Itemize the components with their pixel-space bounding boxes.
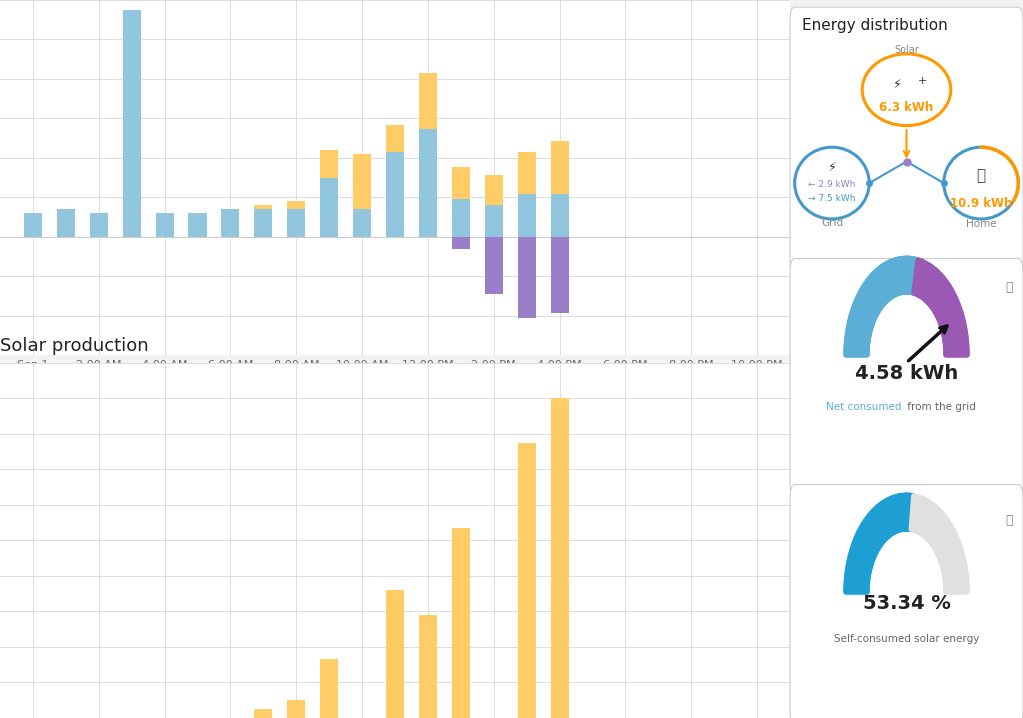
Bar (320, 178, 339, 237)
Text: ⓘ: ⓘ (1006, 514, 1013, 527)
Text: Solar: Solar (894, 45, 919, 55)
Bar (485, 205, 502, 237)
Ellipse shape (944, 147, 1018, 219)
Bar (518, 195, 536, 237)
Bar (320, 659, 339, 718)
Bar (255, 709, 272, 718)
Text: Self-consumed solar energy: Self-consumed solar energy (834, 634, 979, 644)
Bar (57, 210, 75, 237)
Bar (452, 167, 470, 199)
Bar (287, 202, 305, 210)
Bar (452, 237, 470, 249)
Bar (353, 154, 371, 210)
Bar (386, 152, 404, 237)
Bar (452, 199, 470, 237)
Bar (90, 213, 107, 237)
Text: Grid: Grid (820, 218, 843, 228)
Bar (518, 237, 536, 317)
Bar (518, 442, 536, 718)
FancyBboxPatch shape (790, 485, 1023, 718)
Bar (255, 210, 272, 237)
Text: ← 2.9 kWh: ← 2.9 kWh (808, 180, 855, 189)
Bar (123, 10, 141, 237)
Bar (550, 195, 569, 237)
Bar (386, 590, 404, 718)
Text: ⚡: ⚡ (893, 78, 901, 90)
Bar (418, 129, 437, 237)
Bar (155, 213, 174, 237)
Bar (353, 210, 371, 237)
Bar (550, 398, 569, 718)
Text: 53.34 %: 53.34 % (862, 594, 950, 612)
Bar (485, 237, 502, 294)
Text: Home: Home (966, 219, 996, 229)
Bar (550, 237, 569, 313)
Ellipse shape (795, 147, 870, 219)
Text: from the grid: from the grid (904, 402, 976, 412)
Bar (287, 210, 305, 237)
Text: ⓘ: ⓘ (1006, 281, 1013, 294)
Bar (221, 210, 239, 237)
Bar (320, 150, 339, 178)
Bar (550, 141, 569, 195)
Text: ⚡: ⚡ (828, 161, 837, 174)
Text: Net consumed: Net consumed (827, 402, 902, 412)
Bar (287, 700, 305, 718)
Ellipse shape (862, 54, 950, 126)
Text: 4.58 kWh: 4.58 kWh (855, 364, 959, 383)
Bar (188, 213, 207, 237)
Text: Energy distribution: Energy distribution (802, 18, 947, 33)
Bar (386, 125, 404, 152)
Bar (24, 213, 42, 237)
FancyBboxPatch shape (790, 258, 1023, 499)
Text: 6.3 kWh: 6.3 kWh (880, 101, 934, 114)
Bar (485, 175, 502, 205)
Text: → 7.5 kWh: → 7.5 kWh (808, 195, 855, 203)
Text: 10.9 kWh: 10.9 kWh (950, 197, 1012, 210)
Text: 🏠: 🏠 (977, 169, 985, 183)
Bar (518, 152, 536, 195)
FancyBboxPatch shape (790, 7, 1023, 276)
Text: Solar production: Solar production (0, 337, 148, 355)
Bar (418, 73, 437, 129)
Text: +: + (918, 76, 928, 86)
Bar (418, 615, 437, 718)
Bar (452, 528, 470, 718)
Bar (255, 205, 272, 210)
